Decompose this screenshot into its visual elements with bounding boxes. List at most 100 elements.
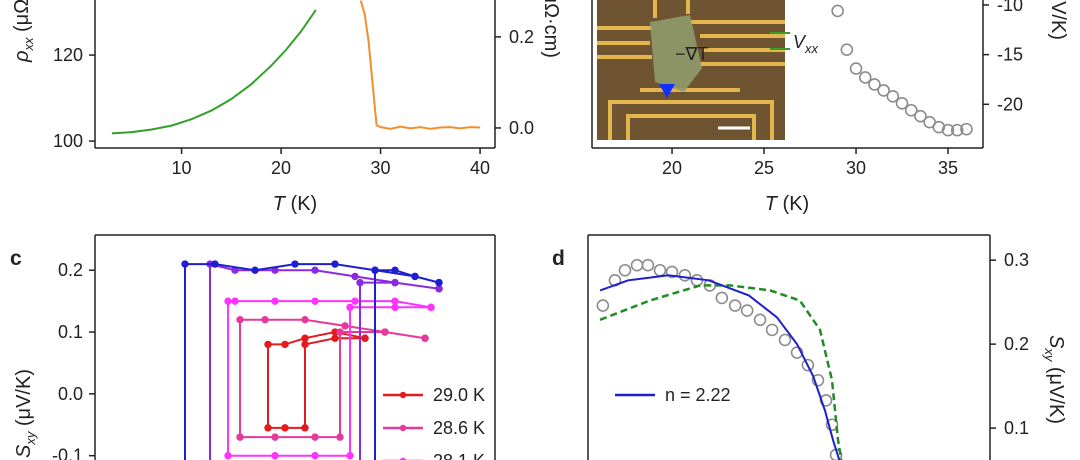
data-point <box>678 268 692 282</box>
data-point <box>886 90 900 103</box>
inset-voltage-sub: xx <box>804 41 819 56</box>
series-line <box>111 9 317 135</box>
x-axis-unit: (K) <box>777 193 809 215</box>
series-line <box>184 263 440 460</box>
y-tick-label: 0.2 <box>58 260 83 280</box>
data-point <box>311 297 319 305</box>
data-point <box>331 334 339 342</box>
legend-marker <box>399 457 407 460</box>
x-tick-label: 35 <box>938 158 958 178</box>
data-point <box>251 266 259 274</box>
x-axis-unit: (K) <box>285 193 317 215</box>
y-axis-sub: xx <box>21 37 36 52</box>
y-tick-label: 0.1 <box>1004 418 1029 438</box>
y2-axis-label: ρyx (μΩ·cm) <box>537 0 562 58</box>
data-point <box>331 260 339 268</box>
inset-arrowhead <box>659 84 675 98</box>
series-line <box>599 284 843 460</box>
data-point <box>877 84 890 97</box>
data-point <box>825 418 839 432</box>
data-point <box>231 297 239 305</box>
data-point <box>790 346 804 359</box>
data-point <box>435 285 443 293</box>
data-point <box>840 43 854 56</box>
data-point <box>618 263 632 277</box>
y-tick-label: 0.1 <box>58 322 83 342</box>
plot-area <box>181 260 443 460</box>
data-point <box>421 334 429 342</box>
x-axis-label: T (K) <box>765 193 809 215</box>
data-point <box>291 260 299 268</box>
data-point <box>665 265 679 279</box>
inset-gradient-label: −∇T <box>675 44 709 64</box>
y-tick-label: 0.3 <box>1004 250 1029 270</box>
data-point <box>427 303 435 312</box>
plot-area <box>596 258 843 460</box>
data-point <box>765 323 779 337</box>
data-point <box>778 333 792 347</box>
data-point <box>904 103 918 117</box>
data-point <box>435 278 443 287</box>
data-point <box>411 272 419 281</box>
data-point <box>311 266 319 274</box>
data-point <box>391 266 399 274</box>
series-line <box>599 274 841 460</box>
y-axis-unit: (μΩ·cm) <box>11 0 33 38</box>
inset-electrodes <box>597 0 785 140</box>
plot-area <box>111 0 481 135</box>
x-tick-label: 30 <box>846 158 866 178</box>
data-point <box>341 322 349 330</box>
data-point <box>351 297 359 305</box>
data-point <box>753 313 767 327</box>
legend-label: n = 2.22 <box>665 385 731 405</box>
data-point <box>950 123 964 137</box>
data-point <box>271 451 279 460</box>
data-point <box>236 433 244 441</box>
data-point <box>336 328 344 336</box>
y-axis-sub: xy <box>23 430 38 446</box>
y-axis-unit: (μV/K) <box>13 369 35 432</box>
data-point <box>596 299 610 312</box>
series-line <box>359 0 481 130</box>
data-point <box>728 299 742 312</box>
data-point <box>281 340 289 349</box>
y-axis-label: ρxx (μΩ·cm) <box>11 0 36 63</box>
data-point <box>391 297 399 305</box>
data-point <box>261 315 269 324</box>
legend-marker <box>399 424 407 432</box>
y-axis-sub: xy <box>1042 347 1057 363</box>
y-tick-label: -15 <box>997 45 1023 65</box>
data-point <box>311 451 319 460</box>
y-axis-label: (μV/K) <box>1047 0 1069 40</box>
y-axis-var: S <box>1045 335 1067 349</box>
data-point <box>849 62 863 75</box>
x-axis-var: T <box>765 193 779 215</box>
panel-label: d <box>552 247 565 270</box>
data-point <box>351 272 359 281</box>
data-point <box>236 315 244 324</box>
data-point <box>301 334 309 342</box>
data-point <box>301 315 309 324</box>
data-point <box>264 340 272 349</box>
data-point <box>271 433 279 441</box>
y-tick-label: 0.2 <box>1004 334 1029 354</box>
data-point <box>224 297 232 305</box>
x-axis-label: T (K) <box>273 193 317 215</box>
x-tick-label: 30 <box>371 158 391 178</box>
data-point <box>181 260 189 268</box>
data-point <box>868 78 881 91</box>
data-point <box>858 71 872 84</box>
series-line <box>227 300 432 457</box>
data-point <box>271 297 279 305</box>
data-point <box>391 278 399 287</box>
data-point <box>301 424 309 432</box>
inset-voltage-label: Vxx <box>793 32 819 56</box>
x-axis-var: T <box>273 193 287 215</box>
data-point <box>301 340 309 349</box>
y-axis-label: Sxy (μV/K) <box>13 369 38 458</box>
series-line <box>209 262 440 460</box>
inset-image <box>597 0 790 140</box>
data-point <box>346 451 354 460</box>
legend-label: 28.6 K <box>433 418 485 438</box>
